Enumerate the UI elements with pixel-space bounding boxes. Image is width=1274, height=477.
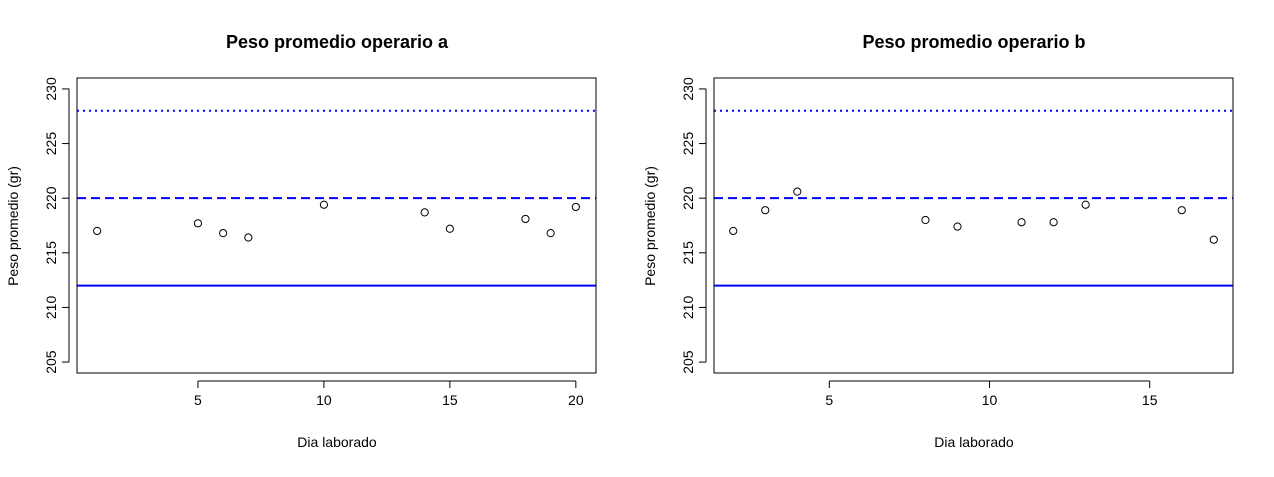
x-axis-label: Dia laborado [934, 434, 1014, 450]
data-point [521, 214, 530, 224]
data-point [1081, 200, 1090, 209]
y-tick-label: 205 [680, 350, 696, 374]
y-tick-label: 205 [43, 350, 59, 374]
data-point [729, 226, 738, 236]
data-point [1049, 218, 1058, 227]
y-tick-label: 215 [43, 241, 59, 265]
chart-operario-a: Peso promedio operario a Dia laborado Pe… [5, 32, 597, 450]
data-point [445, 224, 454, 233]
plot-frame [76, 77, 597, 374]
y-tick-label: 210 [43, 296, 59, 320]
plot-frame [713, 77, 1234, 374]
y-axis-label: Peso promedio (gr) [642, 166, 658, 286]
x-tick-label: 20 [568, 392, 584, 408]
x-tick-label: 15 [442, 392, 458, 408]
y-tick-label: 230 [680, 77, 696, 101]
chart-operario-b: Peso promedio operario b Dia laborado Pe… [642, 32, 1234, 450]
y-tick-label: 220 [680, 186, 696, 210]
x-tick-label: 10 [316, 392, 332, 408]
chart-title: Peso promedio operario b [862, 32, 1085, 52]
data-point [219, 229, 228, 238]
x-tick-label: 10 [982, 392, 998, 408]
data-point [93, 226, 102, 236]
data-point [953, 222, 962, 231]
data-point [793, 187, 802, 196]
data-point [1209, 235, 1218, 244]
data-point [1017, 218, 1026, 227]
x-tick-label: 5 [194, 392, 202, 408]
y-tick-label: 225 [43, 132, 59, 156]
data-point [546, 229, 555, 238]
x-tick-label: 15 [1142, 392, 1158, 408]
y-tick-label: 230 [43, 77, 59, 101]
data-point [319, 200, 329, 209]
data-point [244, 233, 253, 242]
data-point [921, 215, 930, 225]
data-point [420, 208, 429, 217]
data-point [571, 202, 580, 212]
data-point [761, 206, 770, 215]
y-axis-label: Peso promedio (gr) [5, 166, 21, 286]
x-axis-label: Dia laborado [297, 434, 377, 450]
data-point [193, 219, 203, 228]
y-tick-label: 210 [680, 296, 696, 320]
y-tick-label: 220 [43, 186, 59, 210]
y-tick-label: 225 [680, 132, 696, 156]
chart-title: Peso promedio operario a [226, 32, 449, 52]
data-point [1177, 206, 1186, 215]
y-tick-label: 215 [680, 241, 696, 265]
x-tick-label: 5 [825, 392, 833, 408]
